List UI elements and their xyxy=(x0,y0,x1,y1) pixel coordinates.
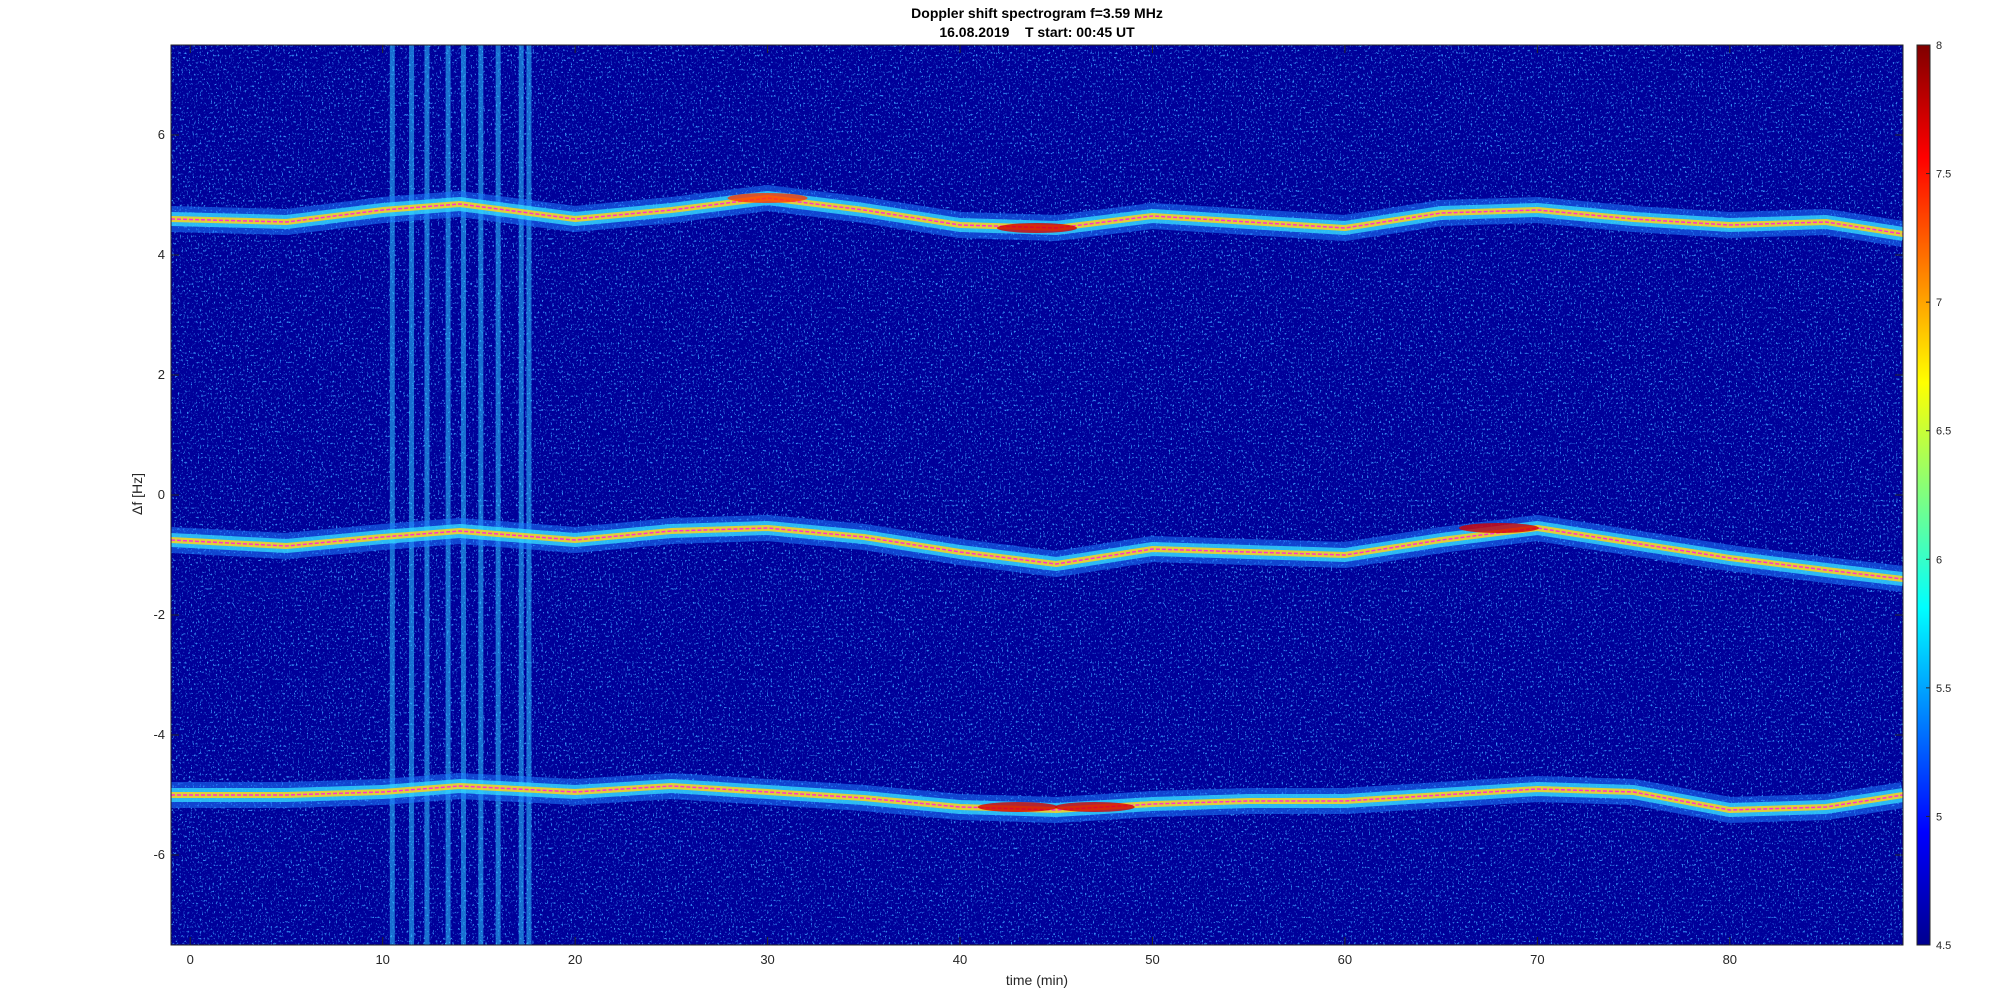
x-tick-label: 30 xyxy=(760,952,774,967)
interference-band xyxy=(389,45,395,945)
colorbar-tick-label: 4.5 xyxy=(1936,940,1951,952)
interference-band xyxy=(424,45,430,945)
y-axis-label: Δf [Hz] xyxy=(129,473,145,515)
interference-band xyxy=(461,45,467,945)
intensity-hotspot xyxy=(997,223,1077,233)
chart-subtitle: 16.08.2019 T start: 00:45 UT xyxy=(939,24,1135,40)
x-tick-label: 20 xyxy=(568,952,582,967)
colorbar-tick-label: 5.5 xyxy=(1936,683,1951,695)
doppler-trace-line xyxy=(171,785,1903,811)
colorbar-tick-label: 6.5 xyxy=(1936,426,1951,438)
y-tick-label: 0 xyxy=(158,487,165,502)
spectrogram-plot-area xyxy=(170,44,1904,946)
colorbar-tick-label: 6 xyxy=(1936,554,1942,566)
y-tick-label: -2 xyxy=(153,607,165,622)
intensity-hotspot xyxy=(727,193,808,203)
interference-band xyxy=(526,45,532,945)
x-tick-label: 50 xyxy=(1145,952,1159,967)
x-tick-label: 10 xyxy=(375,952,389,967)
x-tick-label: 70 xyxy=(1530,952,1544,967)
y-tick-label: -4 xyxy=(153,727,165,742)
y-tick-label: 4 xyxy=(158,247,165,262)
chart-title: Doppler shift spectrogram f=3.59 MHz xyxy=(911,5,1163,21)
x-tick-label: 0 xyxy=(187,952,194,967)
interference-band xyxy=(445,45,451,945)
colorbar-tick-label: 7.5 xyxy=(1936,169,1951,181)
colorbar-gradient xyxy=(1916,44,1931,946)
intensity-hotspot xyxy=(1458,523,1539,533)
x-axis-label: time (min) xyxy=(1006,972,1068,988)
intensity-hotspot xyxy=(1054,802,1135,812)
y-tick-label: -6 xyxy=(153,847,165,862)
colorbar-tick-label: 8 xyxy=(1936,40,1942,52)
y-tick-label: 6 xyxy=(158,127,165,142)
interference-band xyxy=(409,45,415,945)
colorbar-tick-label: 7 xyxy=(1936,297,1942,309)
x-tick-label: 40 xyxy=(953,952,967,967)
doppler-trace-line xyxy=(171,527,1903,580)
interference-band xyxy=(518,45,524,945)
interference-band xyxy=(495,45,501,945)
intensity-hotspot xyxy=(977,802,1058,812)
interference-band xyxy=(478,45,484,945)
colorbar: 4.5 5 5.5 6 6.5 7 7.5 8 xyxy=(1916,40,1951,952)
x-tick-label: 80 xyxy=(1723,952,1737,967)
y-tick-label: 2 xyxy=(158,367,165,382)
colorbar-tick-label: 5 xyxy=(1936,811,1942,823)
x-tick-label: 60 xyxy=(1338,952,1352,967)
